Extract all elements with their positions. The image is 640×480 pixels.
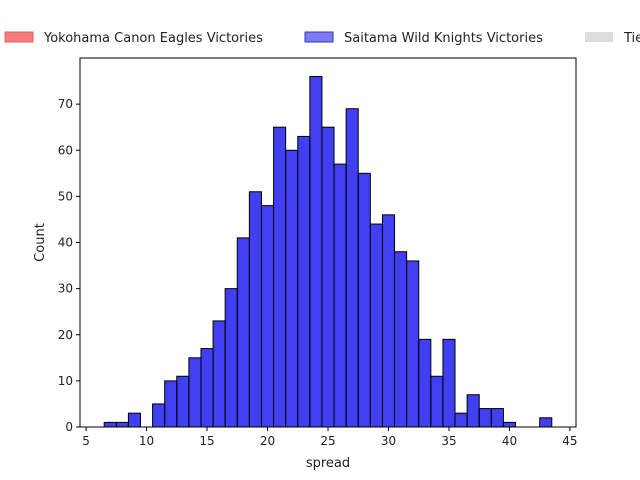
histogram-bar (478, 408, 492, 428)
legend-label: Tie (623, 31, 640, 46)
histogram-bar (152, 403, 166, 428)
legend: Yokohama Canon Eagles Victories Saitama W… (4, 31, 640, 46)
x-tick-label: 15 (199, 434, 214, 448)
histogram-bar (103, 421, 117, 428)
x-tick-label: 45 (562, 434, 577, 448)
y-tick-label: 20 (58, 328, 73, 342)
histogram-bar (260, 205, 275, 428)
histogram-bar (297, 135, 311, 428)
histogram-bar (236, 237, 250, 428)
histogram-bar (309, 75, 323, 428)
histogram-bar (200, 348, 214, 428)
histogram-bar (115, 421, 129, 428)
bars (103, 75, 553, 428)
legend-label: Saitama Wild Knights Victories (344, 31, 543, 46)
histogram-bar (285, 149, 299, 428)
y-tick-label: 50 (58, 189, 73, 203)
histogram-bar (381, 214, 396, 428)
histogram-bar (369, 223, 383, 428)
legend-swatch (304, 31, 334, 43)
x-tick-label: 20 (260, 434, 275, 448)
histogram-bar (345, 108, 359, 428)
y-tick-label: 10 (58, 374, 73, 388)
legend-swatch (4, 31, 34, 43)
y-tick-label: 70 (58, 97, 73, 111)
histogram-bar (212, 320, 226, 428)
histogram-bar (430, 375, 444, 428)
y-axis: 0 10 20 30 40 50 60 70 (58, 97, 80, 434)
x-tick-label: 30 (381, 434, 396, 448)
y-tick-label: 0 (65, 420, 73, 434)
histogram-bar (502, 421, 517, 428)
x-tick-label: 10 (139, 434, 154, 448)
x-tick-label: 5 (82, 434, 90, 448)
histogram-bar (490, 408, 504, 428)
legend-label: Yokohama Canon Eagles Victories (43, 31, 263, 46)
histogram-bar (539, 417, 553, 428)
x-tick-label: 35 (441, 434, 456, 448)
histogram-bar (357, 172, 371, 428)
x-axis: 5 10 15 20 25 30 35 40 45 (82, 427, 578, 448)
histogram-bar (248, 191, 262, 428)
x-axis-label: spread (306, 456, 350, 471)
y-axis-label: Count (33, 223, 48, 262)
histogram-bar (418, 338, 432, 428)
histogram-bar (188, 357, 202, 428)
histogram-bar (466, 394, 480, 428)
histogram-bar (406, 260, 420, 428)
histogram-bar (224, 288, 238, 428)
x-tick-label: 40 (502, 434, 517, 448)
histogram-bar (333, 163, 347, 428)
x-tick-label: 25 (320, 434, 335, 448)
histogram-bar (273, 126, 287, 428)
y-tick-label: 30 (58, 282, 73, 296)
legend-swatch (585, 32, 613, 42)
histogram-bar (442, 338, 456, 428)
y-tick-label: 60 (58, 143, 73, 157)
histogram-bar (127, 412, 141, 428)
histogram-bar (454, 412, 468, 428)
histogram-bar (394, 251, 408, 428)
histogram-bar (176, 375, 190, 428)
y-tick-label: 40 (58, 236, 73, 250)
histogram-bar (321, 126, 335, 428)
histogram-bar (164, 380, 178, 428)
